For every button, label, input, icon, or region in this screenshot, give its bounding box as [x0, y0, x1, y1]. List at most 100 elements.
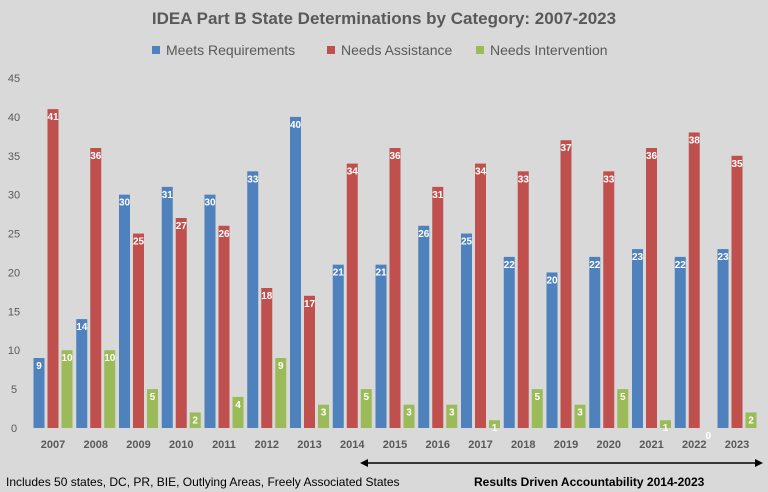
x-tick-label: 2010 [169, 439, 193, 451]
bars: 9411014361030255312723026433189401732134… [33, 109, 757, 442]
y-tick-label: 0 [11, 423, 17, 435]
x-tick-label: 2011 [212, 439, 236, 451]
bar [232, 396, 244, 428]
bar [90, 148, 102, 428]
data-label: 5 [620, 392, 626, 403]
bar [290, 116, 301, 428]
chart-title: IDEA Part B State Determinations by Cate… [152, 9, 616, 28]
range-label: Results Driven Accountability 2014-2023 [474, 475, 705, 489]
data-label: 25 [133, 237, 145, 248]
data-label: 10 [104, 353, 116, 364]
data-label: 1 [663, 423, 669, 434]
legend-label: Meets Requirements [166, 42, 295, 58]
data-label: 25 [461, 237, 473, 248]
bar [489, 420, 500, 428]
bar [275, 358, 287, 428]
data-label: 31 [162, 190, 174, 201]
data-label: 31 [432, 190, 444, 201]
data-label: 3 [321, 408, 327, 419]
x-tick-label: 2022 [682, 439, 706, 451]
bar [403, 404, 415, 428]
bar [446, 404, 458, 428]
x-tick-label: 2013 [297, 439, 321, 451]
x-axis: 2007 2008 2009 2010 2011 2012 2013 2014 2015 2016… [41, 439, 749, 451]
y-tick-label: 20 [8, 267, 20, 279]
data-label: 21 [333, 268, 345, 279]
bar [560, 140, 572, 428]
bar [461, 233, 472, 428]
data-label: 22 [589, 260, 601, 271]
bar [546, 272, 558, 428]
bar [119, 194, 130, 428]
x-tick-label: 2017 [468, 439, 492, 451]
bar [432, 186, 444, 428]
y-tick-label: 15 [8, 306, 20, 318]
legend: Meets Requirements Needs Assistance Needs … [152, 42, 608, 58]
data-label: 17 [304, 299, 316, 310]
data-label: 36 [646, 151, 658, 162]
bar [189, 412, 201, 428]
bar [475, 163, 486, 429]
bar [104, 350, 116, 428]
bar [617, 389, 629, 428]
data-label: 9 [278, 361, 284, 372]
bar [574, 404, 586, 428]
y-tick-label: 25 [8, 229, 20, 241]
bar [646, 148, 657, 428]
data-label: 23 [632, 252, 644, 263]
bar [247, 171, 259, 429]
data-label: 26 [218, 229, 230, 240]
bar [517, 171, 529, 429]
x-tick-label: 2014 [340, 439, 365, 451]
bar [175, 218, 187, 428]
bar [674, 256, 686, 428]
x-tick-label: 2009 [126, 439, 150, 451]
bar [503, 256, 515, 428]
bar [745, 412, 757, 428]
data-label: 34 [347, 167, 359, 178]
bar [717, 249, 729, 428]
data-label: 33 [518, 174, 530, 185]
data-label: 35 [731, 159, 743, 170]
data-label: 18 [261, 291, 273, 302]
legend-swatch [152, 46, 160, 54]
x-tick-label: 2021 [639, 439, 663, 451]
bar [218, 225, 230, 428]
bar [261, 288, 273, 428]
legend-swatch [476, 46, 484, 54]
data-label: 4 [235, 400, 241, 411]
data-label: 36 [389, 151, 401, 162]
data-label: 37 [560, 143, 572, 154]
data-label: 22 [675, 260, 687, 271]
bar [76, 319, 88, 428]
data-label: 9 [36, 361, 42, 372]
data-label: 1 [492, 423, 498, 434]
x-tick-label: 2020 [597, 439, 621, 451]
data-label: 20 [546, 275, 558, 286]
bar [688, 132, 700, 428]
x-tick-label: 2019 [554, 439, 578, 451]
bar [531, 389, 543, 428]
data-label: 30 [119, 198, 131, 209]
data-label: 38 [689, 135, 701, 146]
x-tick-label: 2015 [383, 439, 407, 451]
bar [133, 233, 144, 428]
x-tick-label: 2018 [511, 439, 535, 451]
data-label: 3 [406, 408, 412, 419]
bar [603, 171, 615, 429]
bar [731, 155, 743, 428]
bar [204, 194, 216, 428]
y-tick-label: 45 [8, 73, 20, 85]
legend-swatch [327, 46, 335, 54]
data-label: 3 [449, 408, 455, 419]
y-tick-label: 35 [8, 151, 20, 163]
bar [147, 389, 158, 428]
bar [632, 249, 643, 428]
data-label: 10 [61, 353, 73, 364]
bar [346, 163, 358, 429]
data-label: 0 [705, 431, 711, 442]
x-tick-label: 2012 [255, 439, 279, 451]
bar [360, 389, 372, 428]
